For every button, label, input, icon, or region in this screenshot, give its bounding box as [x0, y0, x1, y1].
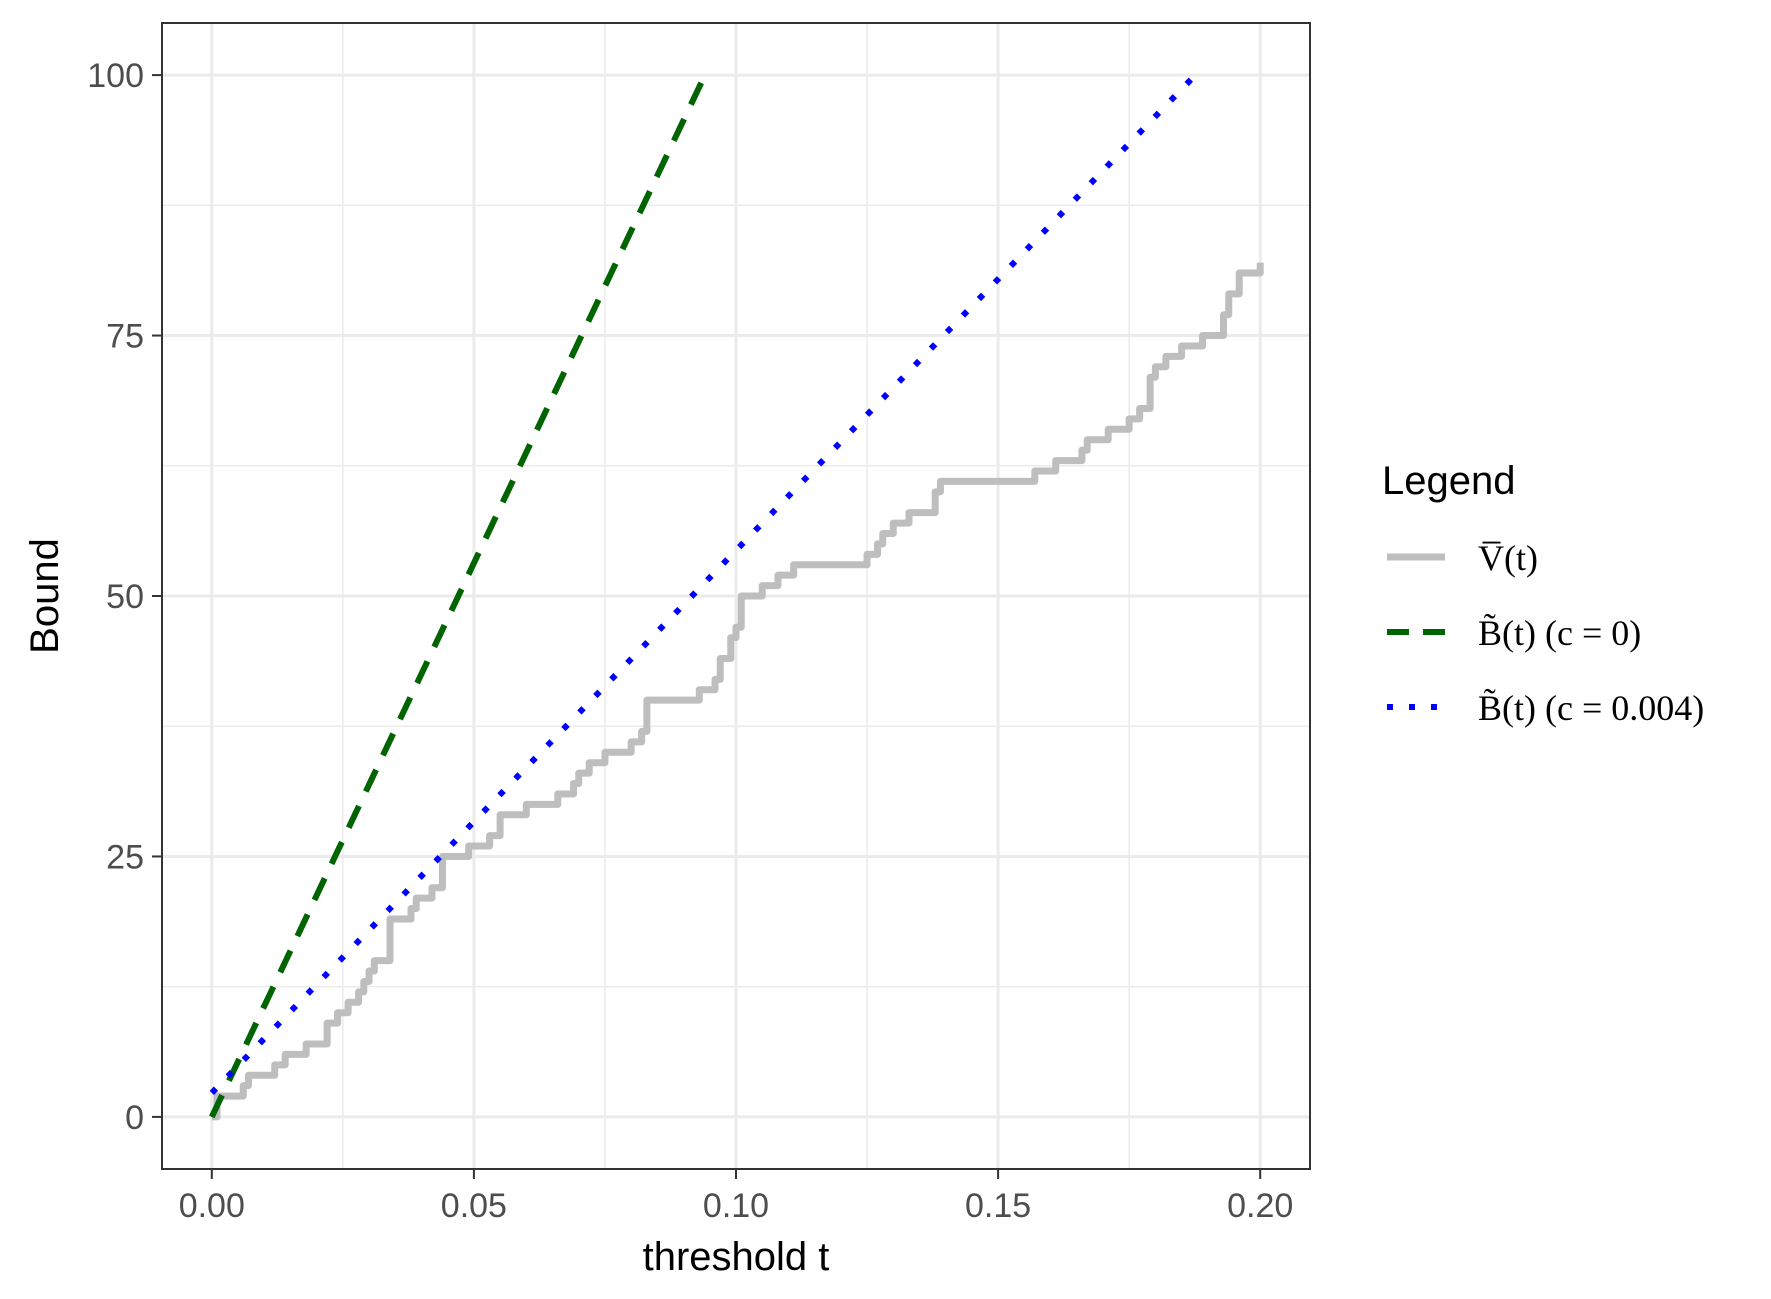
x-tick-label: 0.05: [441, 1187, 507, 1225]
legend-title: Legend: [1382, 459, 1515, 503]
x-tick-label: 0.15: [965, 1187, 1031, 1225]
legend-label-b-c004: B̃(t) (c = 0.004): [1478, 688, 1704, 728]
y-tick-label: 100: [87, 57, 144, 95]
legend-label-b-c0: B̃(t) (c = 0): [1478, 613, 1641, 653]
series-line-1: [209, 80, 705, 1119]
series-layer: [209, 70, 1264, 1121]
x-tick-label: 0.20: [1227, 1187, 1293, 1225]
y-axis-ticks: 0 25 50 75 100: [87, 57, 162, 1137]
y-tick-label: 25: [106, 838, 144, 876]
series-line-0: [211, 262, 1264, 1121]
y-tick-label: 75: [106, 318, 144, 356]
x-tick-label: 0.00: [179, 1187, 245, 1225]
y-axis-title: Bound: [23, 538, 67, 654]
legend: Legend V̅(t) B̃(t) (c = 0) B̃(t) (c = 0.…: [1382, 459, 1704, 728]
grid-major: [162, 23, 1310, 1169]
legend-label-v-bar: V̅(t): [1478, 538, 1538, 578]
x-axis-ticks: 0.00 0.05 0.10 0.15 0.20: [179, 1169, 1293, 1225]
x-tick-label: 0.10: [703, 1187, 769, 1225]
y-tick-label: 50: [106, 578, 144, 616]
y-tick-label: 0: [125, 1099, 144, 1137]
x-axis-title: threshold t: [643, 1235, 830, 1279]
